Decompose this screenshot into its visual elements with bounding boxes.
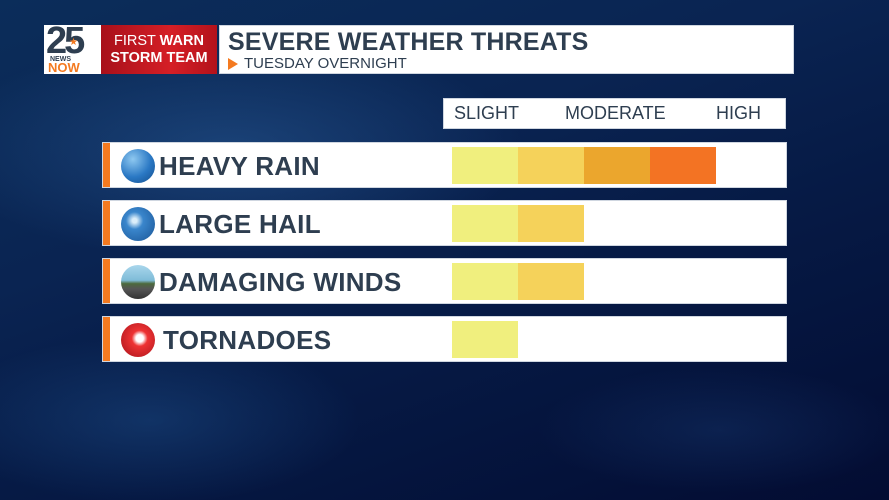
brand-badge: FIRST WARN STORM TEAM	[101, 25, 217, 74]
rain-icon	[121, 149, 155, 183]
header: 25 ★ NEWS NOW FIRST WARN STORM TEAM SEVE…	[44, 21, 794, 75]
wind-damage-icon	[121, 265, 155, 299]
brand-first: FIRST	[114, 32, 160, 49]
threat-row-large-hail: LARGE HAIL	[102, 200, 787, 246]
threat-label: DAMAGING WINDS	[159, 267, 402, 297]
scale-slight: SLIGHT	[454, 103, 520, 123]
page-title: SEVERE WEATHER THREATS	[228, 28, 589, 56]
hail-icon	[121, 207, 155, 241]
accent-bar	[103, 143, 110, 187]
threat-label: TORNADOES	[163, 325, 332, 355]
page-subtitle: TUESDAY OVERNIGHT	[244, 55, 407, 72]
logo-news: NEWS	[50, 56, 71, 63]
threat-level-bar	[452, 205, 584, 242]
scale-high: HIGH	[716, 103, 761, 123]
threat-label: LARGE HAIL	[159, 209, 321, 239]
accent-bar	[103, 201, 110, 245]
accent-bar	[103, 317, 110, 361]
threat-label: HEAVY RAIN	[159, 151, 320, 181]
threat-row-heavy-rain: HEAVY RAIN	[102, 142, 787, 188]
play-triangle-icon	[228, 58, 238, 70]
threat-level-bar	[452, 263, 584, 300]
logo-now: NOW	[48, 60, 80, 75]
scale-moderate: MODERATE	[565, 103, 666, 123]
logo-number: 25	[46, 20, 85, 62]
threat-level-bar	[452, 321, 518, 358]
accent-bar	[103, 259, 110, 303]
threat-level-bar	[452, 147, 716, 184]
station-logo: 25 ★ NEWS NOW	[44, 21, 101, 75]
title-box: SEVERE WEATHER THREATS TUESDAY OVERNIGHT	[219, 25, 794, 74]
tornado-icon	[121, 323, 155, 357]
brand-warn: WARN	[159, 32, 204, 49]
threat-row-tornadoes: TORNADOES	[102, 316, 787, 362]
threat-row-damaging-winds: DAMAGING WINDS	[102, 258, 787, 304]
brand-storm-team: STORM TEAM	[110, 49, 208, 66]
scale-legend: SLIGHT MODERATE HIGH	[443, 98, 786, 129]
star-icon: ★	[69, 37, 78, 48]
